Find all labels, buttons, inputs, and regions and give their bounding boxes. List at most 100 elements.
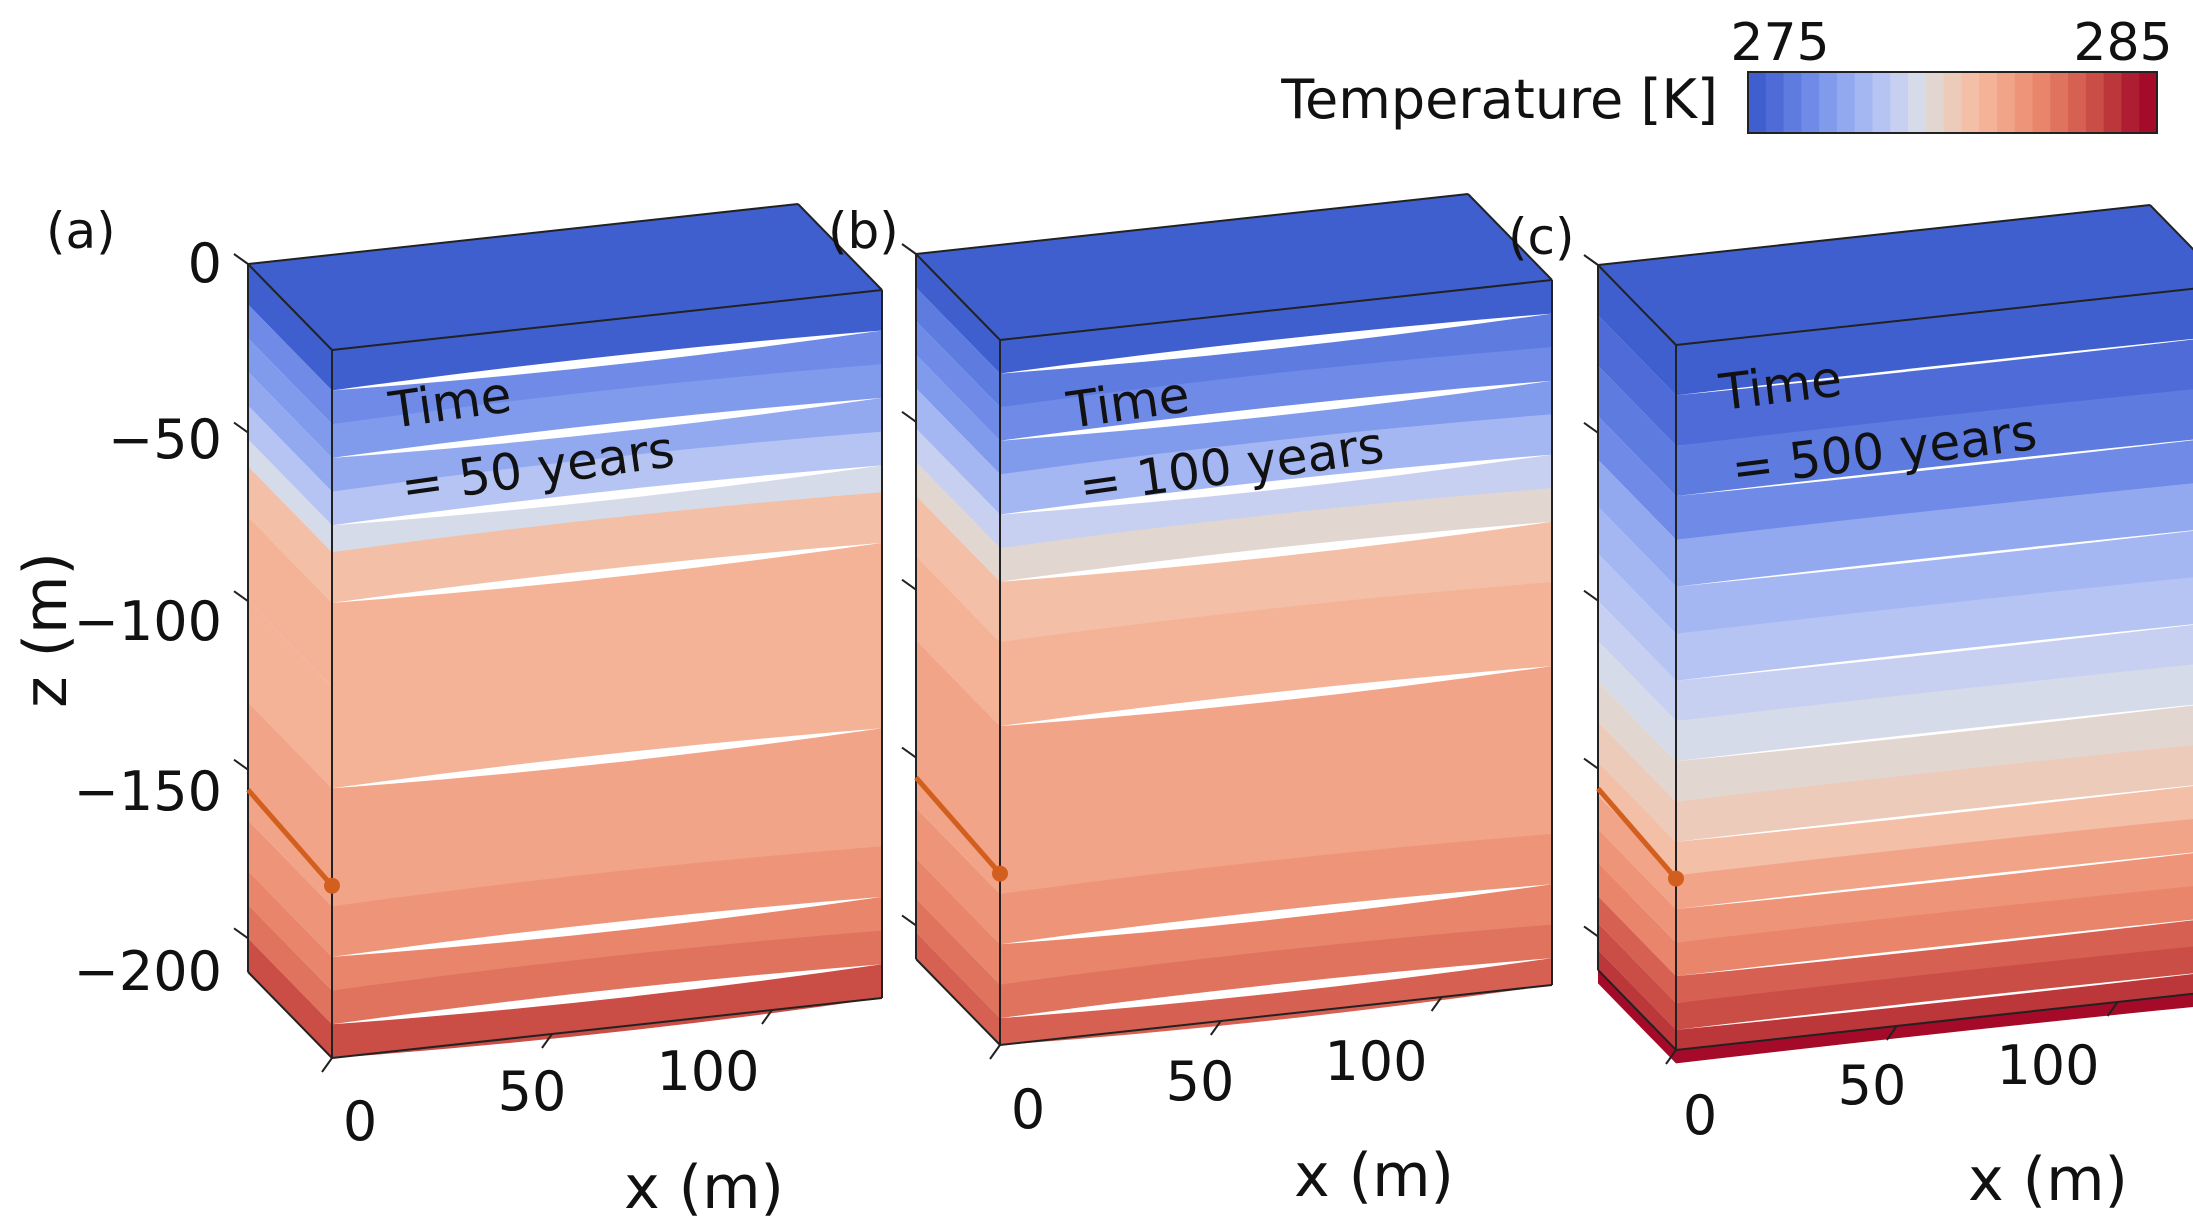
z-tick — [233, 758, 249, 771]
x-tick — [1885, 1025, 1898, 1041]
x-tick — [761, 1009, 773, 1025]
temperature-band-side — [1598, 416, 1676, 540]
temperature-band — [1676, 577, 2193, 681]
well — [1596, 786, 1684, 887]
temperature-band — [1000, 414, 1552, 515]
temperature-band — [332, 896, 882, 991]
well — [246, 788, 340, 894]
temperature-band — [1676, 745, 2193, 842]
temperature-band-side — [916, 556, 1000, 727]
temperature-band-side — [1598, 862, 1676, 977]
temperature-band — [1000, 666, 1552, 894]
colorbar-segment — [1801, 72, 1820, 133]
temperature-band — [332, 364, 882, 458]
z-axis: 0 −50 −100 −150 −200 z (m) — [11, 232, 222, 1003]
colorbar-segment — [1943, 72, 1962, 133]
temperature-band — [1000, 521, 1552, 643]
box-edge — [1675, 992, 2193, 1051]
temperature-band-side — [1598, 315, 1676, 446]
z-axis-label: z (m) — [11, 552, 81, 708]
temperature-band-side — [248, 516, 332, 688]
temperature-band — [1676, 853, 2193, 943]
box-edge — [915, 253, 1001, 341]
temperature-band-side — [248, 904, 332, 1025]
box-edge — [247, 971, 333, 1059]
temperature-band-side — [1598, 553, 1676, 681]
colorbar-segment — [2121, 72, 2140, 133]
colorbar-segment — [1908, 72, 1927, 133]
temperature-band-side — [916, 354, 1000, 475]
top-surface — [916, 194, 1552, 340]
temperature-band — [1000, 347, 1552, 441]
z-tick — [901, 243, 917, 255]
colorbar-segment — [1961, 72, 1980, 133]
temperature-band-side — [1598, 795, 1676, 909]
panel-b: (b) Time = 100 years — [828, 193, 1553, 1060]
temperature-band-side — [916, 807, 1000, 945]
temperature-band-side — [1598, 265, 1676, 396]
box-edge — [1597, 204, 2151, 266]
well-line — [246, 788, 334, 888]
colorbar-segment — [1890, 72, 1909, 133]
box-edge — [915, 958, 1001, 1046]
temperature-band-side — [916, 640, 1000, 894]
z-tick — [901, 914, 917, 927]
z-tick — [233, 927, 249, 940]
temperature-band-side — [1598, 829, 1676, 943]
temperature-band — [332, 290, 882, 391]
colorbar-segment — [1748, 72, 1767, 133]
x-tick — [541, 1033, 553, 1049]
panel-label: (a) — [46, 202, 116, 260]
temperature-band-side — [1598, 949, 1676, 1050]
box-edge — [331, 997, 883, 1059]
x-axes: 0 50 100 x (m) 0 50 100 x (m) 0 50 100 x… — [343, 1030, 2128, 1223]
temperature-band-side — [916, 858, 1000, 985]
temperature-band — [1676, 786, 2193, 876]
temperature-band-side — [1598, 641, 1676, 762]
temperature-band-side — [248, 938, 332, 1058]
z-tick — [233, 590, 249, 602]
well-line — [914, 775, 1002, 876]
temperature-band — [332, 465, 882, 553]
z-tick-label: −100 — [74, 590, 222, 653]
x-axis-label: x (m) — [1294, 1141, 1454, 1211]
z-tick — [1583, 757, 1599, 770]
z-tick-label: −150 — [74, 760, 222, 823]
temperature-band-side — [1598, 896, 1676, 1003]
temperature-band-side — [248, 338, 332, 458]
colorbar-segment — [1979, 72, 1998, 133]
top-surface — [1598, 205, 2193, 345]
temperature-band — [332, 397, 882, 492]
z-tick — [901, 578, 917, 591]
temperature-band — [1676, 624, 2193, 721]
temperature-band-side — [248, 466, 332, 603]
colorbar-segment — [2085, 72, 2105, 133]
x-tick-label: 100 — [1996, 1034, 2099, 1097]
temperature-band — [1000, 313, 1552, 408]
x-axis-label: x (m) — [1968, 1145, 2128, 1215]
temperature-band-side — [916, 495, 1000, 643]
temperature-band-side — [248, 601, 332, 789]
temperature-band — [1676, 339, 2193, 446]
colorbar-segment — [1925, 72, 1945, 133]
colorbar-segment — [1836, 72, 1856, 133]
box-edge — [1467, 193, 1553, 281]
panel-c: (c) Time = 500 years — [1508, 204, 2193, 1065]
colorbar-segment — [2050, 72, 2069, 133]
temperature-band — [1000, 380, 1552, 475]
z-tick — [901, 411, 917, 423]
temperature-band-side — [1598, 923, 1676, 1030]
colorbar: 275 285 Temperature [K] — [1280, 13, 2173, 134]
colorbar-segment — [2032, 72, 2051, 133]
z-tick — [233, 421, 249, 434]
temperature-band-side — [248, 264, 332, 391]
temperature-band — [1676, 288, 2193, 396]
temperature-band-side — [916, 462, 1000, 582]
x-tick-label: 100 — [656, 1040, 759, 1103]
x-tick-label: 50 — [498, 1060, 567, 1123]
temperature-band — [1676, 530, 2193, 634]
colorbar-bar — [1748, 72, 2158, 133]
temperature-band — [1676, 389, 2193, 497]
temperature-band-side — [248, 439, 332, 553]
